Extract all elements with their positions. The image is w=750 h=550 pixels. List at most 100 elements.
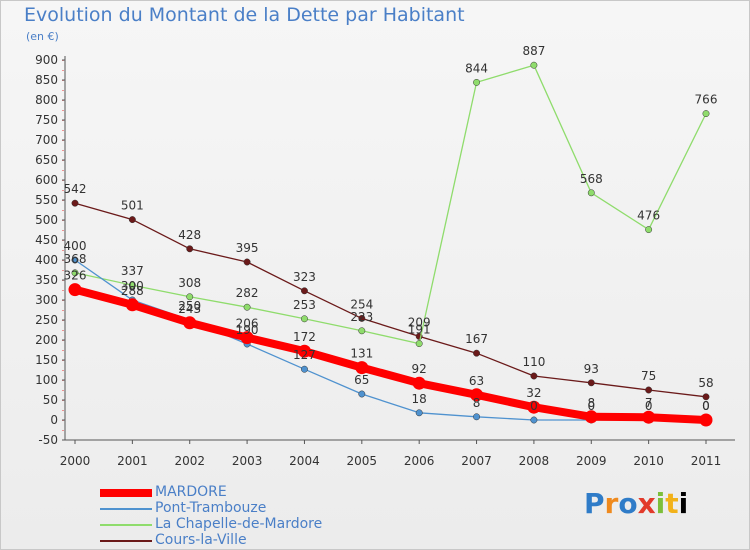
data-point-mardore — [125, 298, 139, 312]
data-point-la-chapelle-de-mardore — [71, 269, 79, 277]
data-label-pont-trambouze: 300 — [121, 279, 144, 293]
data-label-la-chapelle-de-mardore: 766 — [695, 93, 718, 107]
legend-label: Cours-la-Ville — [155, 532, 247, 548]
data-point-la-chapelle-de-mardore — [358, 327, 366, 335]
y-tick-label: 850 — [35, 73, 58, 87]
x-tick-label: 2005 — [347, 454, 378, 468]
y-tick-label: 100 — [35, 373, 58, 387]
data-label-mardore: 172 — [293, 330, 316, 344]
data-label-mardore: 0 — [702, 399, 710, 413]
y-tick-label: -50 — [38, 433, 58, 447]
data-point-mardore — [584, 410, 598, 424]
data-label-cours-la-ville: 209 — [408, 315, 431, 329]
data-label-pont-trambouze: 65 — [354, 373, 369, 387]
data-label-mardore: 8 — [587, 396, 595, 410]
y-tick-label: 450 — [35, 233, 58, 247]
data-label-cours-la-ville: 58 — [698, 376, 713, 390]
data-point-la-chapelle-de-mardore — [587, 189, 595, 197]
data-point-la-chapelle-de-mardore — [530, 61, 538, 69]
y-tick-label: 200 — [35, 333, 58, 347]
data-label-pont-trambouze: 8 — [473, 396, 481, 410]
data-label-la-chapelle-de-mardore: 191 — [408, 323, 431, 337]
x-tick-label: 2001 — [117, 454, 148, 468]
data-point-mardore — [470, 388, 484, 402]
data-label-cours-la-ville: 75 — [641, 369, 656, 383]
data-point-cours-la-ville — [301, 287, 308, 295]
data-point-mardore — [297, 344, 311, 358]
data-point-la-chapelle-de-mardore — [128, 281, 136, 289]
data-label-la-chapelle-de-mardore: 337 — [121, 264, 144, 278]
y-tick-label: 750 — [35, 113, 58, 127]
data-label-pont-trambouze: 0 — [587, 399, 595, 413]
series-line-pont-trambouze — [74, 259, 707, 421]
x-tick-label: 2011 — [691, 454, 722, 468]
data-label-mardore: 32 — [526, 386, 541, 400]
data-point-la-chapelle-de-mardore — [301, 315, 308, 323]
data-point-cours-la-ville — [358, 314, 366, 322]
data-label-cours-la-ville: 167 — [465, 332, 488, 346]
data-point-la-chapelle-de-mardore — [645, 226, 653, 234]
data-point-mardore — [68, 283, 82, 297]
legend-swatch — [100, 524, 152, 526]
data-label-la-chapelle-de-mardore: 223 — [350, 310, 373, 324]
data-point-cours-la-ville — [587, 379, 595, 387]
y-tick-label: 900 — [35, 53, 58, 67]
proxiti-logo: Proxiti — [584, 487, 689, 520]
data-label-la-chapelle-de-mardore: 476 — [637, 209, 660, 223]
data-point-pont-trambouze — [415, 409, 423, 417]
data-label-cours-la-ville: 110 — [522, 355, 545, 369]
data-point-la-chapelle-de-mardore — [473, 78, 480, 86]
y-tick-label: 300 — [35, 293, 58, 307]
y-tick-label: 600 — [35, 173, 58, 187]
data-label-pont-trambouze: 0 — [530, 399, 538, 413]
data-label-mardore: 288 — [121, 284, 144, 298]
data-label-la-chapelle-de-mardore: 282 — [236, 286, 259, 300]
legend-swatch — [100, 508, 152, 510]
data-label-mardore: 63 — [469, 374, 484, 388]
legend-label: Pont-Trambouze — [155, 500, 267, 516]
chart-title: Evolution du Montant de la Dette par Hab… — [24, 4, 465, 26]
data-label-pont-trambouze: 0 — [645, 399, 653, 413]
data-point-la-chapelle-de-mardore — [415, 340, 423, 348]
data-label-la-chapelle-de-mardore: 844 — [465, 61, 488, 75]
data-label-cours-la-ville: 542 — [64, 182, 87, 196]
data-point-mardore — [412, 376, 426, 390]
data-label-cours-la-ville: 93 — [584, 362, 599, 376]
data-point-mardore — [527, 400, 541, 414]
data-label-cours-la-ville: 428 — [178, 228, 201, 242]
y-tick-label: 350 — [35, 273, 58, 287]
y-tick-label: 550 — [35, 193, 58, 207]
data-label-mardore: 206 — [236, 317, 259, 331]
data-point-cours-la-ville — [645, 386, 653, 394]
data-label-pont-trambouze: 190 — [236, 323, 259, 337]
series-line-la-chapelle-de-mardore — [74, 64, 707, 345]
data-point-pont-trambouze — [358, 390, 366, 398]
data-label-la-chapelle-de-mardore: 368 — [64, 252, 87, 266]
data-point-cours-la-ville — [530, 372, 538, 380]
data-point-cours-la-ville — [71, 199, 79, 207]
legend-swatch — [100, 489, 152, 497]
data-label-mardore: 131 — [350, 347, 373, 361]
data-label-pont-trambouze: 18 — [412, 392, 427, 406]
x-tick-label: 2008 — [519, 454, 550, 468]
x-tick-label: 2000 — [60, 454, 91, 468]
data-point-pont-trambouze — [71, 256, 79, 264]
data-label-pont-trambouze: 0 — [702, 399, 710, 413]
series-line-mardore — [71, 285, 710, 424]
data-label-cours-la-ville: 254 — [350, 297, 373, 311]
x-tick-label: 2004 — [289, 454, 320, 468]
x-tick-label: 2002 — [174, 454, 205, 468]
data-label-la-chapelle-de-mardore: 308 — [178, 276, 201, 290]
data-point-cours-la-ville — [473, 349, 480, 357]
data-label-mardore: 7 — [645, 396, 653, 410]
data-label-mardore: 92 — [412, 362, 427, 376]
data-label-mardore: 326 — [64, 269, 87, 283]
y-tick-label: 800 — [35, 93, 58, 107]
data-point-cours-la-ville — [128, 216, 136, 224]
chart-subtitle: (en €) — [26, 30, 59, 43]
legend-swatch — [100, 540, 152, 542]
data-label-pont-trambouze: 400 — [64, 239, 87, 253]
data-point-la-chapelle-de-mardore — [702, 110, 710, 118]
